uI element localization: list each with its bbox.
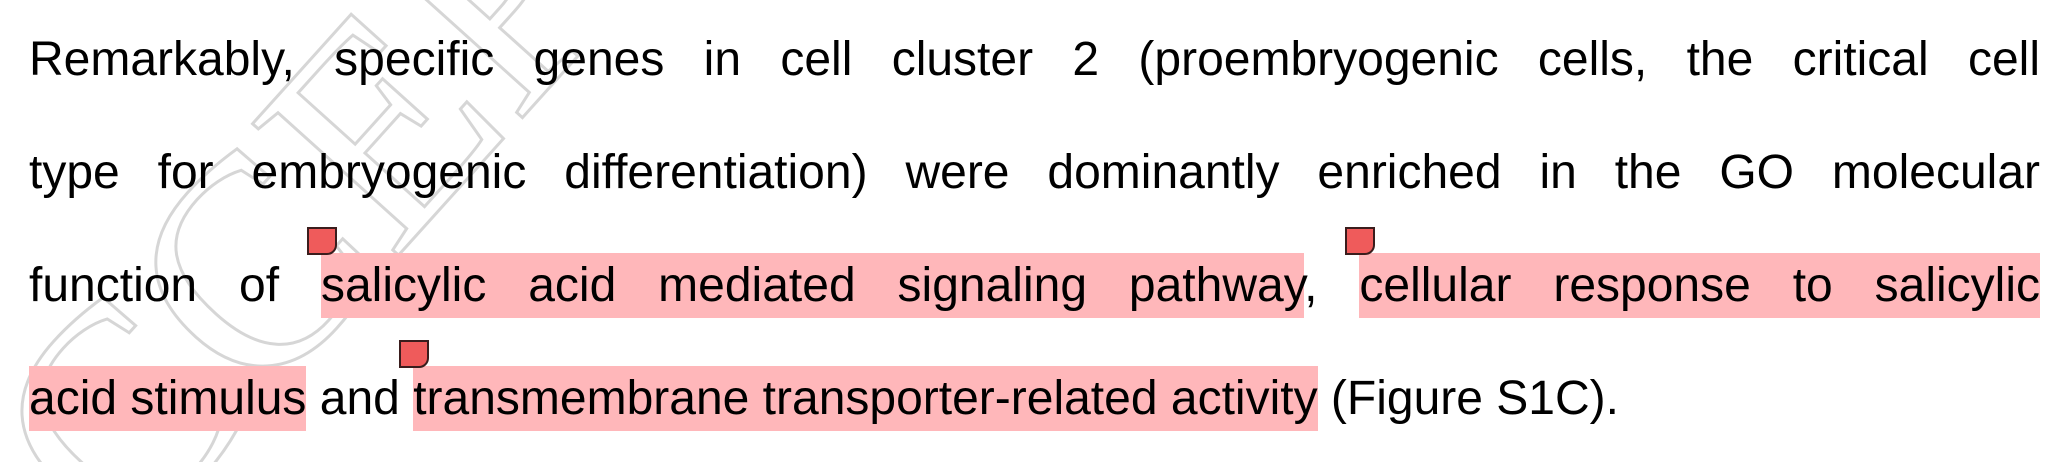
text-line: acid stimulus and transmembrane transpor… [29,361,2040,462]
highlighted-text[interactable]: acid stimulus [29,366,307,431]
paragraph: Remarkably, specific genes in cell clust… [29,22,2041,462]
text: and [306,372,414,425]
highlighted-text[interactable]: salicylic acid mediated signaling pathwa… [320,253,1305,318]
highlighted-text[interactable]: transmembrane transporter-related activi… [413,366,1318,431]
text: , [1304,259,1360,312]
text-line: function of salicylic acid mediated sign… [29,248,2041,361]
highlighted-text[interactable]: cellular response to salicylic [1359,253,2041,318]
text: Remarkably, specific genes in cell clust… [29,33,2040,86]
text: type for embryogenic differentiation) we… [29,146,2040,199]
text: function of [29,259,321,312]
text: (Figure S1C). [1317,372,1619,425]
text-line: type for embryogenic differentiation) we… [29,135,2040,248]
text-line: Remarkably, specific genes in cell clust… [29,22,2040,135]
